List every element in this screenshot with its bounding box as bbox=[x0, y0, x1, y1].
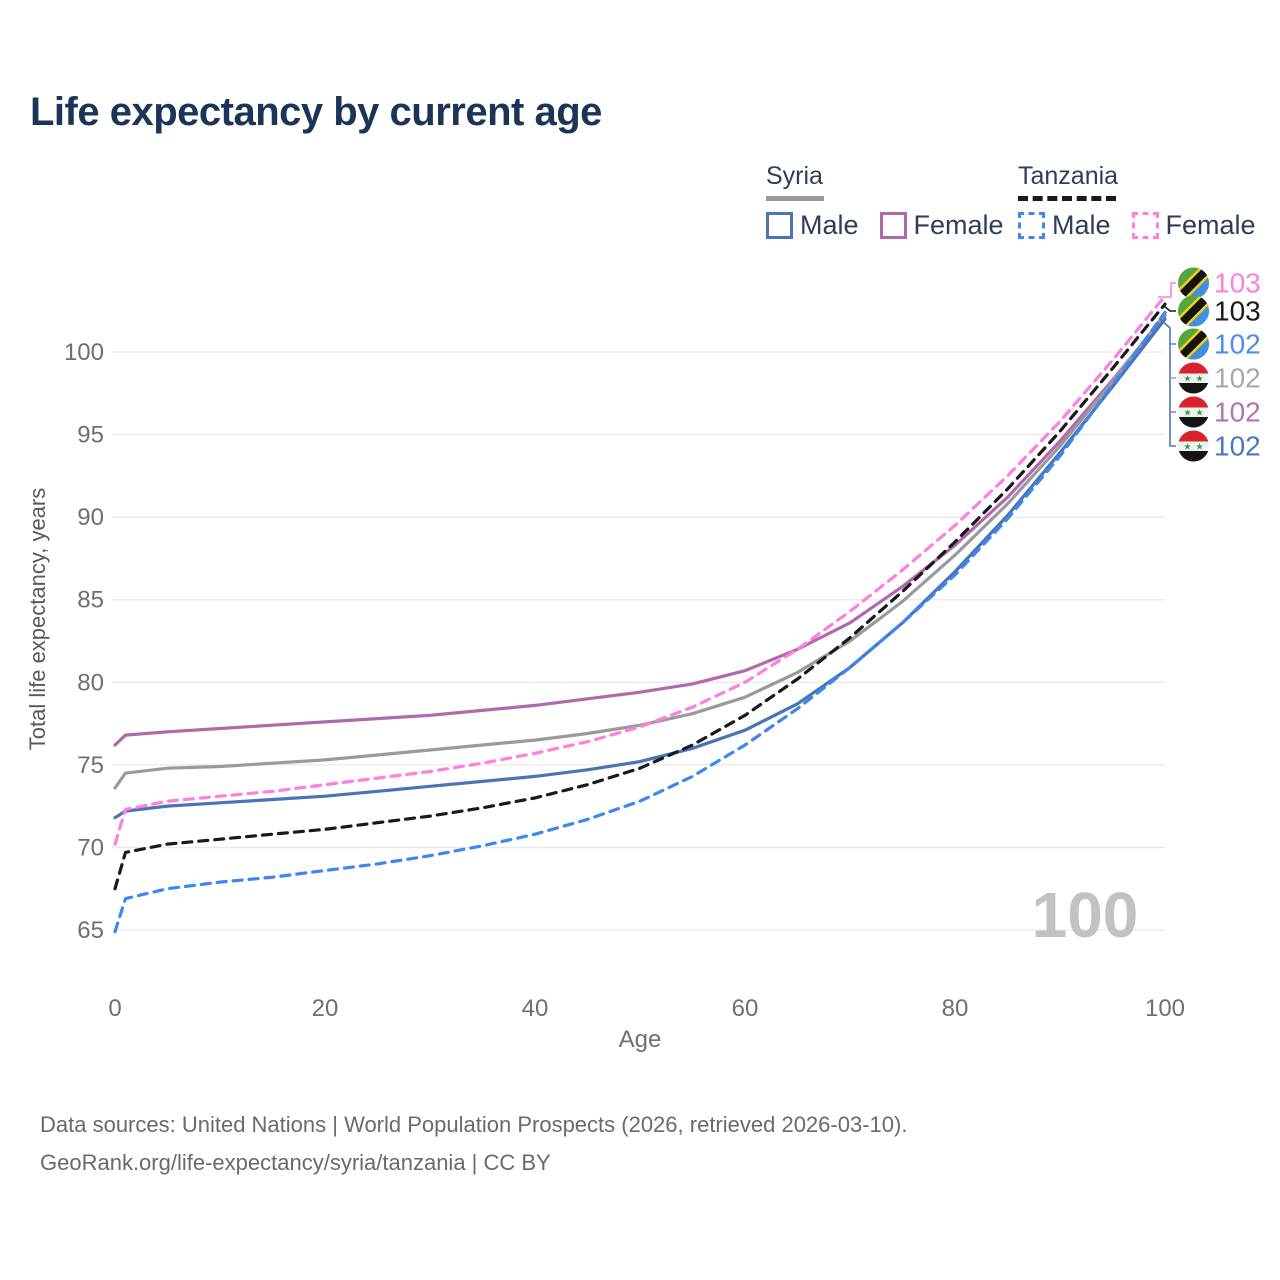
y-tick-95: 95 bbox=[77, 422, 104, 449]
legend-label-syria-male[interactable]: Male bbox=[800, 210, 859, 240]
end-label-leader-1 bbox=[1162, 304, 1176, 312]
end-value-tanzania-female: 103 bbox=[1214, 268, 1261, 299]
svg-text:★: ★ bbox=[1183, 408, 1191, 418]
legend-line-swatch-syria bbox=[766, 196, 824, 201]
x-tick-0: 0 bbox=[108, 995, 121, 1022]
data-source-note: Data sources: United Nations | World Pop… bbox=[40, 1106, 907, 1182]
end-value-tanzania-male: 102 bbox=[1214, 329, 1261, 360]
legend-group-syria: Syria Male Female bbox=[766, 162, 1025, 241]
end-value-syria-both-sexes: 102 bbox=[1214, 363, 1261, 394]
legend-label-syria-female[interactable]: Female bbox=[913, 210, 1004, 240]
legend-group-tanzania: Tanzania Male Female bbox=[1018, 162, 1277, 241]
y-tick-90: 90 bbox=[77, 504, 104, 531]
y-tick-75: 75 bbox=[77, 752, 104, 779]
legend-swatch-syria-male[interactable] bbox=[766, 212, 793, 239]
x-tick-60: 60 bbox=[732, 995, 759, 1022]
x-tick-20: 20 bbox=[312, 995, 339, 1022]
data-source-line1: Data sources: United Nations | World Pop… bbox=[40, 1112, 908, 1137]
end-value-tanzania-both-sexes: 103 bbox=[1214, 296, 1261, 327]
legend-swatch-tanzania-female[interactable] bbox=[1131, 212, 1159, 239]
legend-swatch-syria-female[interactable] bbox=[879, 212, 907, 239]
x-tick-80: 80 bbox=[942, 995, 969, 1022]
end-value-syria-male: 102 bbox=[1214, 431, 1261, 462]
legend-swatch-tanzania-male[interactable] bbox=[1018, 212, 1045, 239]
svg-text:★: ★ bbox=[1195, 374, 1203, 384]
y-tick-70: 70 bbox=[77, 834, 104, 861]
legend-label-tanzania-male[interactable]: Male bbox=[1052, 210, 1111, 240]
end-label-leader-0 bbox=[1158, 282, 1176, 298]
y-axis-title: Total life expectancy, years bbox=[25, 487, 50, 751]
syria-flag-icon: ★ ★ bbox=[1178, 396, 1209, 428]
x-axis-title: Age bbox=[618, 1026, 662, 1053]
series-line-syria-both-sexes[interactable] bbox=[113, 312, 1167, 790]
svg-text:★: ★ bbox=[1183, 442, 1191, 452]
tanzania-flag-icon bbox=[1178, 295, 1209, 327]
legend-line-swatch-tanzania bbox=[1018, 196, 1116, 201]
legend-label-tanzania-female[interactable]: Female bbox=[1165, 210, 1256, 240]
series-line-tanzania-both-sexes[interactable] bbox=[113, 302, 1167, 891]
end-value-syria-female: 102 bbox=[1214, 397, 1261, 428]
y-tick-80: 80 bbox=[77, 669, 104, 696]
tanzania-flag-icon bbox=[1178, 328, 1209, 360]
x-tick-100: 100 bbox=[1145, 995, 1185, 1022]
svg-text:★: ★ bbox=[1195, 408, 1203, 418]
svg-text:★: ★ bbox=[1183, 374, 1191, 384]
series-line-tanzania-female[interactable] bbox=[113, 294, 1167, 846]
y-tick-85: 85 bbox=[77, 587, 104, 614]
y-tick-100: 100 bbox=[64, 339, 104, 366]
data-source-line2[interactable]: GeoRank.org/life-expectancy/syria/tanzan… bbox=[40, 1150, 551, 1175]
legend-header-syria[interactable]: Syria bbox=[766, 162, 823, 190]
x-tick-40: 40 bbox=[522, 995, 549, 1022]
svg-text:★: ★ bbox=[1195, 442, 1203, 452]
end-label-leader-2 bbox=[1158, 317, 1176, 447]
syria-flag-icon: ★ ★ bbox=[1178, 430, 1209, 462]
series-line-syria-female[interactable] bbox=[113, 314, 1167, 747]
series-line-syria-male[interactable] bbox=[113, 317, 1167, 820]
y-tick-65: 65 bbox=[77, 917, 104, 944]
page-title: Life expectancy by current age bbox=[30, 90, 602, 134]
legend-header-tanzania[interactable]: Tanzania bbox=[1018, 162, 1119, 190]
series-line-tanzania-male[interactable] bbox=[113, 310, 1167, 934]
current-age-watermark: 100 bbox=[1032, 879, 1139, 951]
syria-flag-icon: ★ ★ bbox=[1178, 362, 1209, 394]
